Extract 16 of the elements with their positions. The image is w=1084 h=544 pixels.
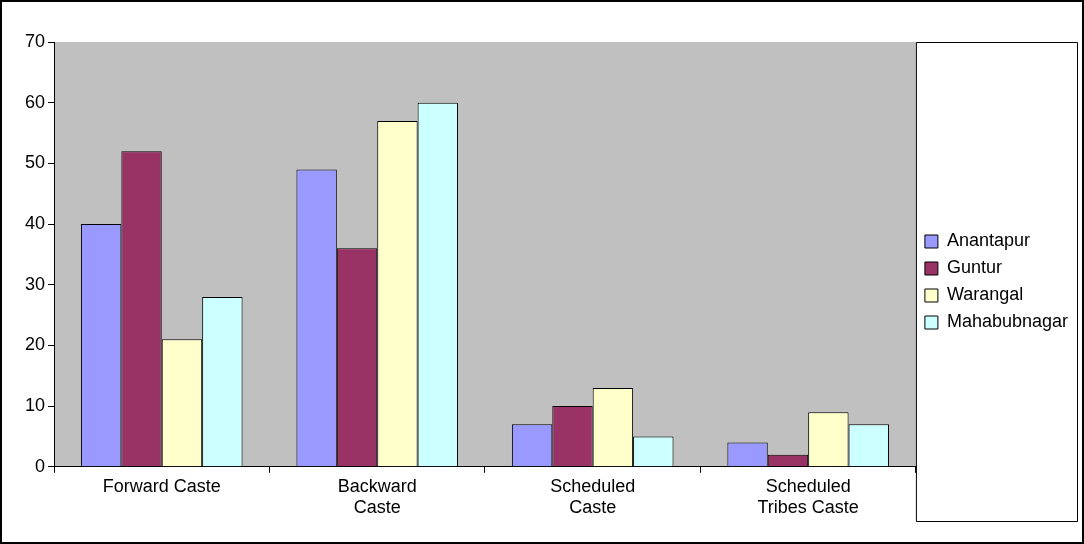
x-tick-label: Backward Caste [337,475,417,518]
x-tick-label: Scheduled Caste [550,475,636,518]
y-tick-label: 40 [24,213,46,234]
y-tick-label: 20 [24,334,46,355]
legend-label: Guntur [946,257,1002,278]
legend-label: Warangal [946,284,1024,305]
x-tick-label: Scheduled Tribes Caste [757,475,859,518]
legend-label: Mahabubnagar [946,311,1069,332]
y-tick-label: 10 [24,395,46,416]
x-tick-label: Forward Caste [102,475,221,496]
y-tick-label: 60 [24,91,46,112]
legend-label: Anantapur [946,230,1030,251]
y-tick-label: 50 [24,152,46,173]
y-tick-label: 0 [35,455,46,476]
y-tick-label: 30 [24,273,46,294]
y-tick-label: 70 [24,30,46,51]
